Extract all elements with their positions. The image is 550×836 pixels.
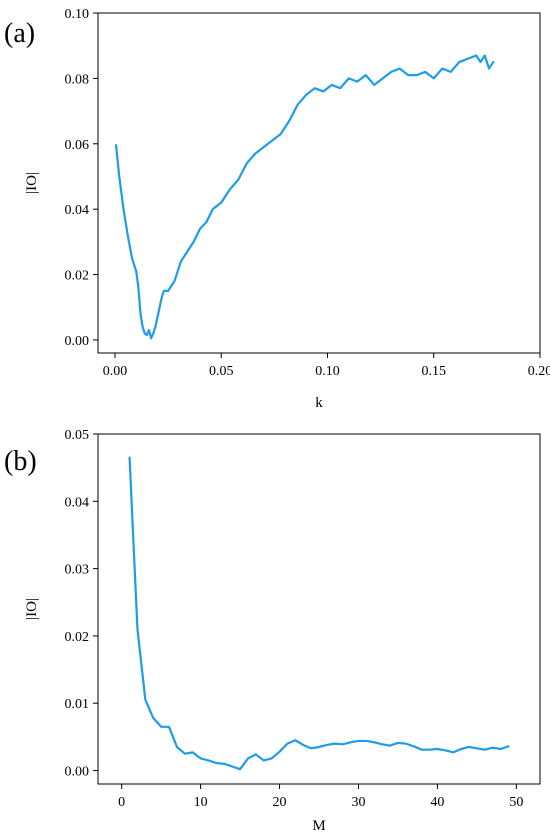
y-axis-label-b: |IO| bbox=[24, 598, 40, 620]
chart-panel-a: (a) 0.00 0.05 0.10 0.15 0.20 0.00 0.02 0.04 0.06… bbox=[4, 7, 550, 411]
plot-frame-a bbox=[97, 12, 541, 354]
y-tick-label: 0.00 bbox=[65, 765, 90, 780]
x-tick-label: 40 bbox=[430, 795, 444, 810]
y-tick-label: 0.01 bbox=[65, 697, 90, 712]
y-tick-label: 0.02 bbox=[65, 630, 90, 645]
y-tick-label: 0.03 bbox=[65, 563, 90, 578]
y-tick-label: 0.08 bbox=[65, 72, 90, 87]
x-axis-label-a: k bbox=[315, 395, 323, 411]
y-tick-label: 0.10 bbox=[65, 7, 90, 22]
y-tick-label: 0.02 bbox=[65, 269, 90, 284]
x-tick-label: 30 bbox=[351, 795, 365, 810]
data-line-a bbox=[114, 54, 495, 340]
tick-group-a: 0.00 0.05 0.10 0.15 0.20 0.00 0.02 0.04 0.06 0.08… bbox=[65, 7, 550, 379]
panel-label-a: (a) bbox=[4, 18, 35, 49]
x-tick-label: 0.10 bbox=[315, 364, 340, 379]
x-tick-label: 0.05 bbox=[209, 364, 234, 379]
x-tick-label: 0.15 bbox=[422, 364, 447, 379]
y-tick-label: 0.00 bbox=[65, 334, 90, 349]
y-axis-label-a: |IO| bbox=[24, 172, 40, 194]
chart-panel-b: (b) 0 10 20 30 40 500.000.010.020.030.040.05 … bbox=[4, 428, 541, 834]
y-tick-label: 0.06 bbox=[65, 138, 90, 153]
plot-frame-b bbox=[97, 433, 541, 785]
x-tick-label: 50 bbox=[509, 795, 523, 810]
y-tick-label: 0.04 bbox=[65, 203, 90, 218]
y-tick-label: 0.04 bbox=[65, 495, 90, 510]
x-tick-label: 10 bbox=[194, 795, 208, 810]
panel-label-b: (b) bbox=[4, 446, 37, 477]
x-tick-label: 0.20 bbox=[528, 364, 550, 379]
x-axis-label-b: M bbox=[312, 818, 325, 834]
x-tick-label: 0 bbox=[118, 795, 125, 810]
x-tick-label: 0.00 bbox=[103, 364, 128, 379]
data-line-b bbox=[128, 456, 510, 771]
y-tick-label: 0.05 bbox=[65, 428, 90, 443]
tick-group-b: 0 10 20 30 40 50 0.00 0.01 0.02 0.03 0.04 0.05 bbox=[65, 428, 524, 810]
x-tick-label: 20 bbox=[273, 795, 287, 810]
